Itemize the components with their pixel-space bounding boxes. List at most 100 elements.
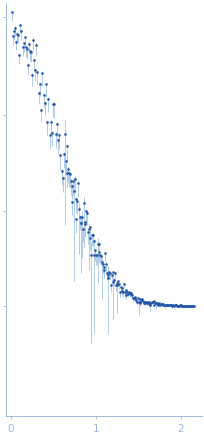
Point bbox=[93, 246, 96, 253]
Point bbox=[75, 198, 79, 205]
Point bbox=[126, 290, 129, 297]
Point bbox=[39, 107, 43, 114]
Point bbox=[106, 275, 110, 282]
Point bbox=[28, 48, 31, 55]
Point bbox=[134, 297, 137, 304]
Point bbox=[185, 302, 188, 309]
Point bbox=[163, 302, 166, 309]
Point bbox=[163, 302, 167, 309]
Point bbox=[24, 44, 27, 51]
Point bbox=[20, 28, 23, 35]
Point bbox=[40, 70, 44, 77]
Point bbox=[127, 288, 130, 295]
Point bbox=[52, 101, 56, 108]
Point bbox=[165, 302, 168, 309]
Point bbox=[12, 33, 15, 40]
Point bbox=[83, 219, 87, 226]
Point bbox=[175, 302, 178, 309]
Point bbox=[182, 302, 185, 309]
Point bbox=[79, 220, 83, 227]
Point bbox=[55, 120, 58, 127]
Point bbox=[96, 240, 99, 247]
Point bbox=[101, 260, 104, 267]
Point bbox=[149, 299, 152, 306]
Point bbox=[30, 72, 33, 79]
Point bbox=[191, 302, 194, 309]
Point bbox=[187, 302, 190, 309]
Point bbox=[119, 283, 122, 290]
Point bbox=[150, 298, 153, 305]
Point bbox=[88, 224, 91, 231]
Point bbox=[32, 57, 35, 64]
Point bbox=[29, 48, 32, 55]
Point bbox=[96, 240, 100, 247]
Point bbox=[61, 174, 65, 181]
Point bbox=[112, 277, 115, 284]
Point bbox=[86, 229, 89, 236]
Point bbox=[176, 302, 180, 309]
Point bbox=[181, 302, 184, 309]
Point bbox=[68, 170, 71, 177]
Point bbox=[141, 299, 145, 306]
Point bbox=[121, 289, 124, 296]
Point bbox=[65, 170, 68, 177]
Point bbox=[132, 294, 135, 301]
Point bbox=[171, 302, 174, 309]
Point bbox=[13, 28, 16, 35]
Point bbox=[83, 221, 86, 228]
Point bbox=[148, 301, 151, 308]
Point bbox=[66, 166, 70, 173]
Point bbox=[57, 132, 61, 139]
Point bbox=[105, 271, 109, 278]
Point bbox=[82, 200, 85, 207]
Point bbox=[114, 281, 118, 288]
Point bbox=[43, 99, 46, 106]
Point bbox=[132, 295, 136, 302]
Point bbox=[108, 270, 111, 277]
Point bbox=[65, 142, 69, 149]
Point bbox=[143, 298, 146, 305]
Point bbox=[21, 43, 24, 50]
Point bbox=[154, 299, 157, 306]
Point bbox=[125, 289, 128, 296]
Point bbox=[11, 9, 14, 16]
Point bbox=[98, 251, 101, 258]
Point bbox=[37, 89, 40, 96]
Point bbox=[88, 235, 92, 242]
Point bbox=[183, 302, 186, 309]
Point bbox=[51, 100, 54, 107]
Point bbox=[22, 39, 25, 46]
Point bbox=[36, 69, 39, 76]
Point bbox=[48, 132, 51, 139]
Point bbox=[117, 280, 120, 287]
Point bbox=[15, 38, 18, 45]
Point bbox=[19, 22, 22, 29]
Point bbox=[101, 266, 105, 273]
Point bbox=[85, 209, 88, 216]
Point bbox=[135, 299, 138, 306]
Point bbox=[38, 80, 41, 87]
Point bbox=[110, 271, 113, 278]
Point bbox=[42, 91, 45, 98]
Point bbox=[95, 251, 98, 258]
Point bbox=[150, 298, 154, 305]
Point bbox=[190, 302, 194, 309]
Point bbox=[136, 298, 140, 305]
Point bbox=[181, 302, 185, 309]
Point bbox=[147, 299, 150, 306]
Point bbox=[33, 66, 37, 73]
Point bbox=[31, 36, 34, 43]
Point bbox=[188, 302, 191, 309]
Point bbox=[18, 52, 21, 59]
Point bbox=[166, 301, 169, 308]
Point bbox=[70, 198, 74, 205]
Point bbox=[81, 225, 84, 232]
Point bbox=[92, 251, 96, 258]
Point bbox=[115, 280, 119, 287]
Point bbox=[100, 259, 103, 266]
Point bbox=[16, 30, 19, 37]
Point bbox=[116, 277, 119, 284]
Point bbox=[186, 302, 190, 309]
Point bbox=[174, 302, 177, 309]
Point bbox=[49, 118, 52, 125]
